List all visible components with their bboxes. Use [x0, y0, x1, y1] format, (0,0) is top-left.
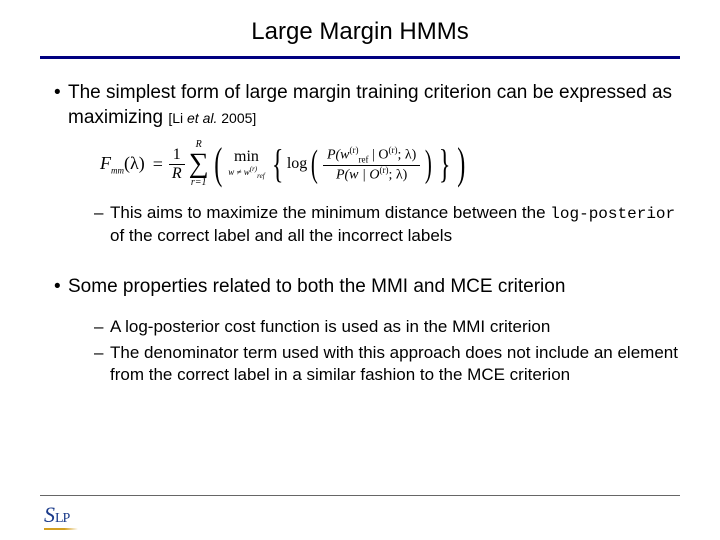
bullet-1: •The simplest form of large margin train… — [54, 81, 680, 130]
dash-icon: – — [94, 202, 110, 224]
log-posterior-term: log-posterior — [550, 205, 675, 223]
logo-underline — [44, 528, 78, 530]
dash-icon: – — [94, 342, 110, 364]
bullet-2-text: Some properties related to both the MMI … — [68, 276, 565, 297]
title-rule — [40, 56, 680, 59]
slide-title: Large Margin HMMs — [40, 18, 680, 56]
min-operator: min w ≠ w(r)ref — [228, 149, 264, 180]
bullet-2-sub-2: –The denominator term used with this app… — [94, 342, 680, 386]
lbrace-icon: { — [271, 144, 283, 184]
bullet-1-sub: –This aims to maximize the minimum dista… — [94, 202, 680, 247]
dash-icon: – — [94, 316, 110, 338]
lparen-icon: ( — [214, 142, 222, 186]
sum-icon: R ∑ r=1 — [189, 140, 209, 188]
rbrace-icon: } — [439, 144, 451, 184]
bullet-2: •Some properties related to both the MMI… — [54, 275, 680, 300]
citation: [Li et al. 2005] — [168, 110, 256, 126]
bullet-dot: • — [54, 275, 68, 300]
rparen-icon: ) — [457, 142, 465, 186]
formula: Fmm(λ) = 1 R R ∑ r=1 ( min w ≠ w(r)ref {… — [100, 140, 680, 188]
bullet-2-sub-1: –A log-posterior cost function is used a… — [94, 316, 680, 338]
frac-1R: 1 R — [169, 146, 185, 182]
bullet-dot: • — [54, 81, 68, 106]
inner-lparen-icon: ( — [311, 145, 318, 183]
inner-rparen-icon: ) — [425, 145, 432, 183]
bullet-1-text: The simplest form of large margin traini… — [68, 82, 672, 128]
footer-rule — [40, 495, 680, 496]
slp-logo: SLP — [44, 502, 69, 528]
prob-fraction: P(w(r)ref | O(r); λ) P(w | O(r); λ) — [323, 146, 420, 183]
